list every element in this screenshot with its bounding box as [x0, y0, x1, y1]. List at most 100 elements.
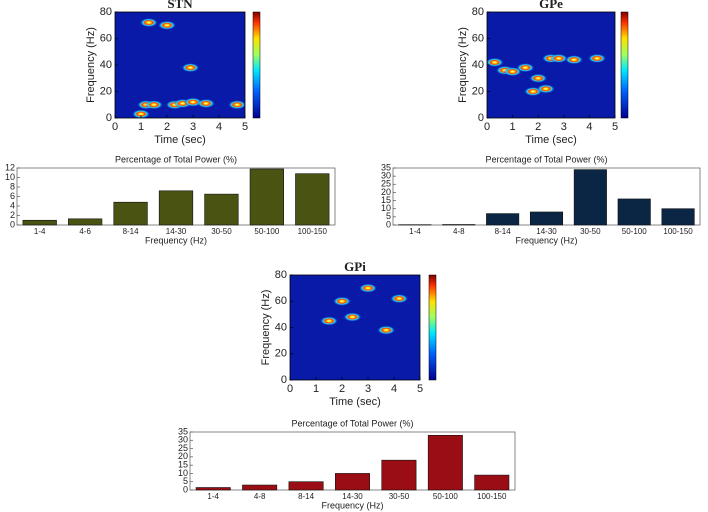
hotspots: [320, 283, 409, 335]
x-tick-label: 1-4: [409, 227, 421, 236]
x-tick-label: 2: [164, 121, 170, 133]
x-tick-label: 3: [190, 121, 196, 133]
chart-title: STN: [167, 0, 193, 11]
x-axis-label: Time (sec): [329, 396, 381, 408]
hotspot: [529, 73, 548, 83]
colorbar: [620, 11, 629, 119]
x-tick-label: 8-14: [495, 227, 512, 236]
y-axis-label: Frequency (Hz): [457, 27, 469, 103]
hotspot: [197, 98, 215, 108]
hotspot: [377, 325, 396, 335]
bar: [22, 219, 57, 226]
hotspot: [181, 63, 200, 73]
y-tick-label: 2: [10, 210, 15, 220]
x-tick-label: 100-150: [298, 227, 328, 236]
x-tick-label: 100-150: [477, 492, 507, 501]
x-tick-label: 30-50: [211, 227, 232, 236]
bar: [661, 208, 695, 226]
y-tick-label: 35: [381, 162, 391, 172]
y-tick-label: 20: [275, 348, 287, 360]
x-tick-label: 1-4: [34, 227, 46, 236]
bar: [381, 459, 417, 491]
y-tick-label: 10: [5, 172, 15, 182]
y-tick-label: 6: [10, 191, 15, 201]
y-tick-label: 8: [10, 181, 15, 191]
chart-title: GPi: [344, 259, 366, 274]
hotspots: [487, 53, 607, 96]
bar: [158, 190, 194, 226]
y-tick-label: 80: [472, 6, 484, 18]
x-tick-label: 14-30: [536, 227, 557, 236]
bar: [617, 198, 651, 226]
x-tick-label: 4-8: [453, 227, 465, 236]
hotspot: [132, 109, 150, 118]
y-tick-label: 0: [281, 374, 287, 386]
x-tick-label: 50-100: [254, 227, 279, 236]
bar: [486, 213, 520, 226]
x-tick-label: 4: [216, 121, 222, 133]
x-tick-label: 2: [535, 121, 541, 133]
colorbar: [252, 11, 261, 119]
bar: [295, 173, 330, 226]
bar: [529, 211, 564, 226]
x-axis-label: Frequency (Hz): [145, 235, 207, 245]
chart-title: Percentage of Total Power (%): [486, 154, 608, 164]
x-tick-label: 5: [417, 383, 423, 395]
y-tick-label: 5: [183, 476, 188, 486]
bar: [573, 169, 607, 226]
hotspot: [549, 53, 568, 63]
y-axis-label: Frequency (Hz): [85, 27, 97, 103]
hotspot: [516, 63, 535, 73]
y-tick-label: 4: [10, 200, 15, 210]
y-tick-label: 80: [275, 269, 287, 281]
x-tick-label: 4-6: [79, 227, 91, 236]
x-tick-label: 100-150: [663, 227, 693, 236]
hotspot: [139, 18, 158, 28]
y-tick-label: 25: [178, 443, 188, 453]
colorbar: [428, 274, 437, 381]
x-tick-label: 8-14: [123, 227, 140, 236]
x-axis-label: Frequency (Hz): [515, 235, 577, 245]
bar: [474, 474, 510, 491]
y-axis-label: Frequency (Hz): [260, 290, 272, 366]
plot-background: [487, 12, 615, 118]
x-tick-label: 0: [287, 383, 293, 395]
y-tick-label: 35: [178, 426, 188, 436]
y-tick-label: 20: [381, 187, 391, 197]
hotspot: [565, 55, 584, 65]
hotspot: [390, 294, 409, 304]
x-tick-label: 30-50: [389, 492, 410, 501]
bar: [242, 484, 278, 491]
hotspots: [132, 18, 245, 118]
bar: [113, 201, 148, 226]
y-tick-label: 20: [178, 451, 188, 461]
chart-title: GPe: [539, 0, 563, 11]
bar: [427, 435, 463, 491]
x-tick-label: 3: [561, 121, 567, 133]
y-tick-label: 25: [381, 179, 391, 189]
x-tick-label: 1: [313, 383, 319, 395]
y-tick-label: 0: [386, 219, 391, 229]
y-tick-label: 60: [100, 32, 112, 44]
x-axis-label: Time (sec): [154, 134, 206, 146]
bar: [204, 193, 239, 226]
x-tick-label: 1: [138, 121, 144, 133]
y-tick-label: 5: [386, 211, 391, 221]
bar: [249, 168, 284, 226]
y-tick-label: 12: [5, 162, 15, 172]
y-tick-label: 15: [178, 460, 188, 470]
hotspot: [487, 57, 504, 67]
bar: [68, 218, 103, 226]
y-tick-label: 10: [381, 203, 391, 213]
x-tick-label: 8-14: [298, 492, 315, 501]
y-tick-label: 10: [178, 468, 188, 478]
x-tick-label: 14-30: [342, 492, 363, 501]
x-tick-label: 0: [112, 121, 118, 133]
x-tick-label: 2: [339, 383, 345, 395]
x-tick-label: 4-8: [254, 492, 266, 501]
x-tick-label: 5: [612, 121, 618, 133]
y-tick-label: 40: [275, 321, 287, 333]
x-tick-label: 5: [242, 121, 248, 133]
bar: [288, 481, 324, 491]
